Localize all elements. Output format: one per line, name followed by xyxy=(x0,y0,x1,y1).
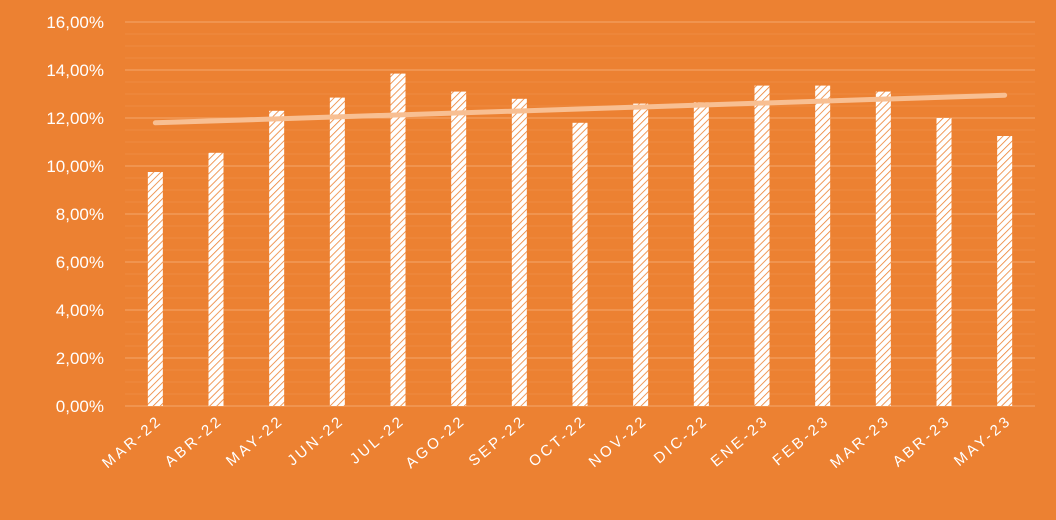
bar-may-23 xyxy=(997,136,1013,406)
y-tick-label: 14,00% xyxy=(46,61,104,80)
y-tick-label: 10,00% xyxy=(46,157,104,176)
y-axis-ticks: 0,00% 2,00% 4,00% 6,00% 8,00% 10,00% 12,00% 14,… xyxy=(46,13,104,416)
bar-mar-22 xyxy=(147,172,163,406)
x-tick-label: OCT-22 xyxy=(526,412,591,470)
y-tick-label: 16,00% xyxy=(46,13,104,32)
x-tick-label: DIC-22 xyxy=(651,412,712,467)
bar-jul-22 xyxy=(390,73,406,406)
bar-dic-22 xyxy=(693,102,709,407)
x-tick-label: ENE-23 xyxy=(708,412,773,470)
bar-feb-23 xyxy=(815,85,831,406)
x-tick-label: AGO-22 xyxy=(402,412,469,472)
bar-oct-22 xyxy=(572,122,588,407)
x-tick-label: ABR-23 xyxy=(890,412,955,470)
bar-jun-22 xyxy=(329,97,345,406)
y-tick-label: 6,00% xyxy=(56,253,104,272)
bar-sep-22 xyxy=(511,98,527,407)
x-tick-label: ABR-22 xyxy=(162,412,227,470)
x-tick-label: MAR-23 xyxy=(827,412,894,472)
bar-may-22 xyxy=(269,110,285,407)
y-tick-label: 4,00% xyxy=(56,301,104,320)
x-tick-label: JUN-22 xyxy=(284,412,348,469)
bar-ago-22 xyxy=(451,91,467,406)
bars xyxy=(147,73,1013,407)
x-axis-ticks: MAR-22ABR-22MAY-22JUN-22JUL-22AGO-22SEP-… xyxy=(99,412,1015,472)
x-tick-label: NOV-22 xyxy=(586,412,652,471)
bar-nov-22 xyxy=(633,103,649,406)
x-tick-label: MAY-22 xyxy=(223,412,287,470)
bar-abr-22 xyxy=(208,152,224,406)
y-tick-label: 0,00% xyxy=(56,397,104,416)
x-tick-label: JUL-22 xyxy=(347,412,409,468)
bar-abr-23 xyxy=(936,118,952,406)
trendline-layer xyxy=(152,92,1008,126)
y-tick-label: 12,00% xyxy=(46,109,104,128)
x-tick-label: MAR-22 xyxy=(99,412,166,472)
trendline xyxy=(152,92,1008,126)
y-tick-label: 2,00% xyxy=(56,349,104,368)
x-tick-label: MAY-23 xyxy=(951,412,1015,470)
bar-mar-23 xyxy=(875,91,891,406)
bar-ene-23 xyxy=(754,85,770,406)
x-tick-label: SEP-22 xyxy=(466,412,530,470)
y-tick-label: 8,00% xyxy=(56,205,104,224)
x-tick-label: FEB-23 xyxy=(770,412,834,469)
